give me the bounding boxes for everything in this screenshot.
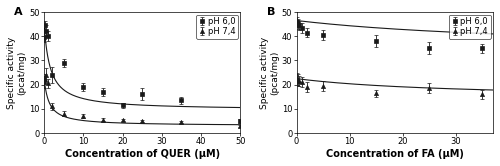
X-axis label: Concentration of FA (μM): Concentration of FA (μM) <box>326 149 464 159</box>
Y-axis label: Specific activity
(pcat/mg): Specific activity (pcat/mg) <box>7 37 26 109</box>
Legend: pH 6,0, pH 7,4: pH 6,0, pH 7,4 <box>449 15 490 39</box>
Text: B: B <box>267 7 276 17</box>
Legend: pH 6,0, pH 7,4: pH 6,0, pH 7,4 <box>196 15 238 39</box>
X-axis label: Concentration of QUER (μM): Concentration of QUER (μM) <box>64 149 220 159</box>
Text: A: A <box>14 7 23 17</box>
Y-axis label: Specific activity
(pcat/mg): Specific activity (pcat/mg) <box>260 37 279 109</box>
